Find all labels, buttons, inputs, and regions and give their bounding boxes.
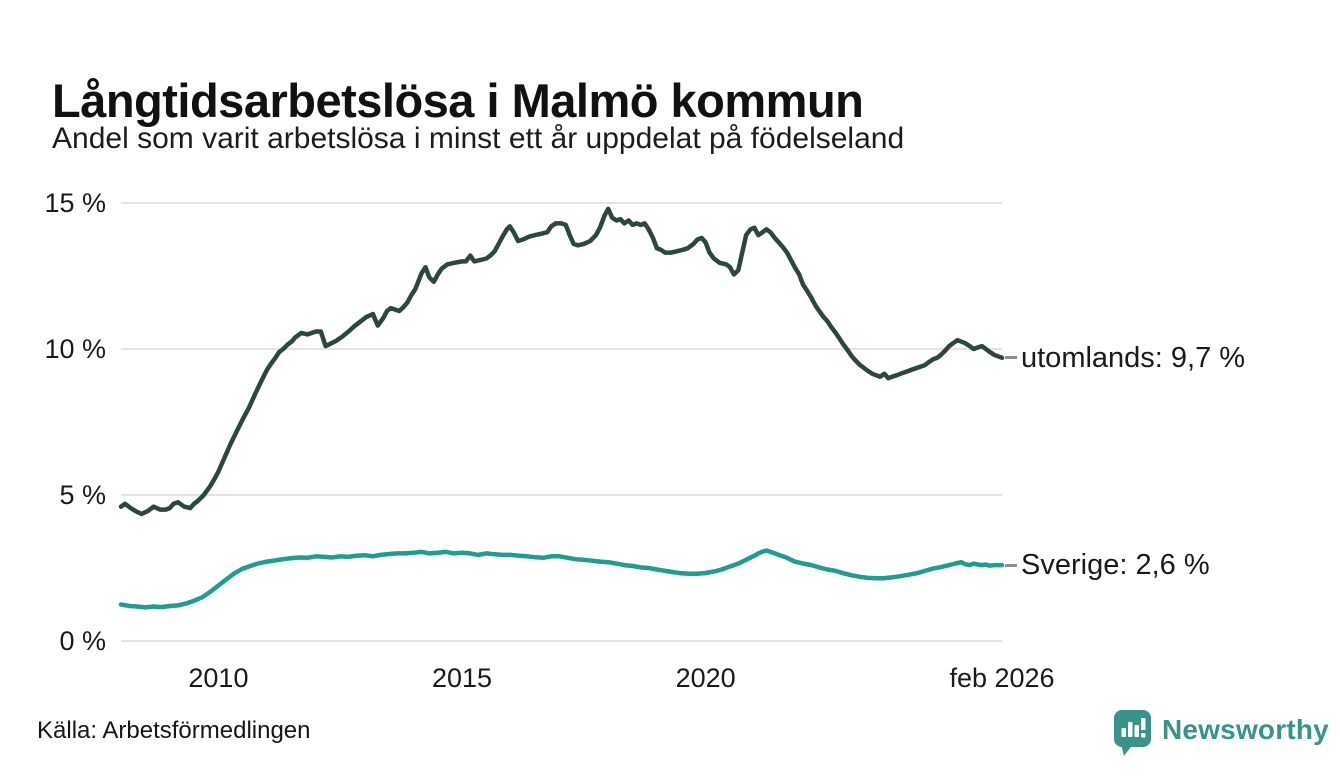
page-title: Långtidsarbetslösa i Malmö kommun (52, 74, 864, 128)
series-end-label-sverige: Sverige: 2,6 % (1021, 549, 1210, 581)
series-line-utomlands (118, 206, 1005, 517)
y-tick-label: 5 % (59, 480, 106, 510)
newsworthy-logo-icon (1114, 710, 1151, 756)
chart-subtitle: Andel som varit arbetslösa i minst ett å… (52, 122, 905, 155)
x-tick-label: 2015 (432, 663, 492, 693)
y-tick-label: 15 % (44, 188, 106, 218)
y-tick-label: 0 % (59, 626, 106, 656)
source-attribution: Källa: Arbetsförmedlingen (37, 717, 311, 744)
y-tick-label: 10 % (44, 334, 106, 364)
x-tick-label: feb 2026 (949, 663, 1054, 693)
x-tick-label: 2010 (188, 663, 248, 693)
utomlands-label-dash (1005, 356, 1017, 359)
series-end-label-utomlands: utomlands: 9,7 % (1021, 342, 1246, 374)
series-line-Sverige (118, 548, 1005, 610)
sverige-label-dash (1005, 564, 1017, 567)
newsworthy-brand: Newsworthy (1113, 709, 1329, 757)
x-tick-label: 2020 (676, 663, 736, 693)
newsworthy-wordmark: Newsworthy (1162, 714, 1329, 745)
